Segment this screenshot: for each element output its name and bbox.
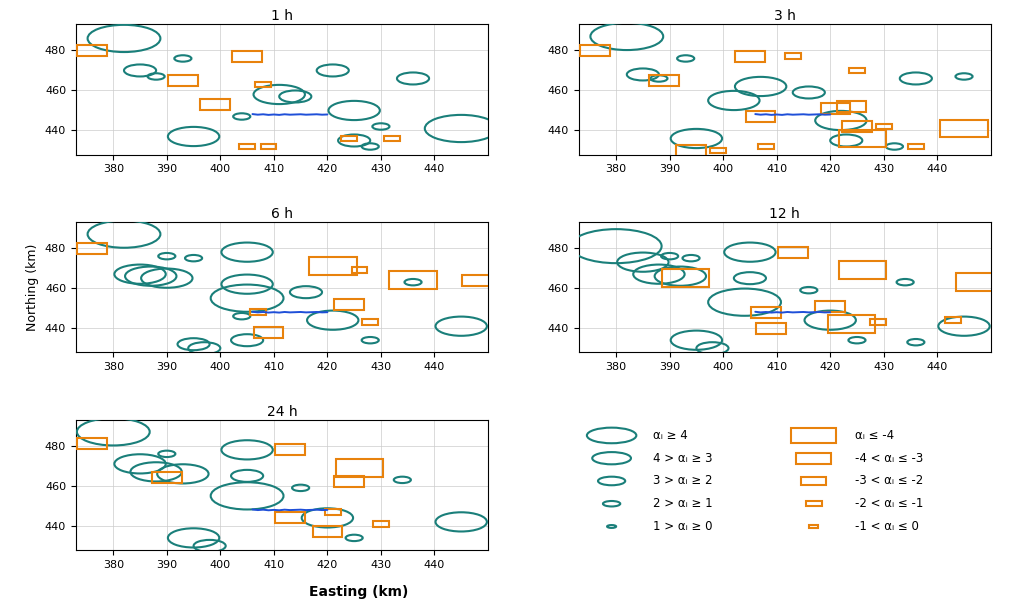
Bar xyxy=(77,438,107,450)
Bar xyxy=(821,103,850,114)
Bar xyxy=(662,269,710,287)
Text: -3 < αᵢ ≤ -2: -3 < αᵢ ≤ -2 xyxy=(854,475,923,488)
Bar xyxy=(838,262,886,279)
Title: 12 h: 12 h xyxy=(769,207,800,221)
Bar xyxy=(956,273,1004,291)
Bar xyxy=(746,111,775,122)
Bar xyxy=(791,428,836,442)
Bar xyxy=(908,144,924,150)
Bar xyxy=(275,444,304,455)
Bar xyxy=(870,319,887,325)
Bar xyxy=(250,309,266,315)
Text: αᵢ ≥ 4: αᵢ ≥ 4 xyxy=(653,429,687,442)
Bar xyxy=(785,54,801,59)
Title: 24 h: 24 h xyxy=(267,404,297,419)
Bar xyxy=(275,513,304,524)
Bar xyxy=(362,319,378,325)
Bar xyxy=(254,327,283,338)
Bar xyxy=(735,51,764,62)
Text: 4 > αᵢ ≥ 3: 4 > αᵢ ≥ 3 xyxy=(653,452,713,465)
Bar xyxy=(373,521,389,527)
Bar xyxy=(233,51,262,62)
Title: 6 h: 6 h xyxy=(271,207,293,221)
Text: 1 > αᵢ ≥ 0: 1 > αᵢ ≥ 0 xyxy=(653,520,713,533)
Bar xyxy=(334,299,364,310)
Bar xyxy=(325,509,341,515)
Bar xyxy=(842,121,871,132)
Text: αᵢ ≤ -4: αᵢ ≤ -4 xyxy=(854,429,894,442)
Text: 2 > αᵢ ≥ 1: 2 > αᵢ ≥ 1 xyxy=(653,497,713,510)
Bar xyxy=(806,501,822,507)
Bar xyxy=(312,526,343,538)
Bar xyxy=(336,459,383,477)
Bar xyxy=(756,323,787,334)
Bar xyxy=(384,136,399,142)
Bar xyxy=(240,144,255,150)
Bar xyxy=(168,75,198,86)
Bar xyxy=(796,453,831,464)
Bar xyxy=(838,130,886,147)
Bar xyxy=(940,120,988,137)
Bar xyxy=(261,144,276,150)
Bar xyxy=(152,472,182,483)
Bar xyxy=(200,99,229,110)
Bar xyxy=(815,301,845,312)
Text: -4 < αᵢ ≤ -3: -4 < αᵢ ≤ -3 xyxy=(854,452,923,465)
Title: 3 h: 3 h xyxy=(773,9,796,23)
Bar xyxy=(810,525,818,528)
Bar xyxy=(580,45,610,56)
Bar xyxy=(334,477,364,488)
Text: -1 < αᵢ ≤ 0: -1 < αᵢ ≤ 0 xyxy=(854,520,919,533)
Text: Easting (km): Easting (km) xyxy=(309,585,408,599)
Bar xyxy=(710,147,726,153)
Bar xyxy=(309,257,357,275)
Bar xyxy=(255,81,271,87)
Bar xyxy=(801,477,826,485)
Bar xyxy=(352,267,367,273)
Y-axis label: Northing (km): Northing (km) xyxy=(26,243,39,331)
Bar xyxy=(876,123,892,130)
Bar xyxy=(758,144,773,150)
Bar xyxy=(945,317,961,323)
Title: 1 h: 1 h xyxy=(271,9,293,23)
Bar xyxy=(77,45,107,56)
Bar xyxy=(649,75,679,86)
Bar xyxy=(462,274,492,286)
Bar xyxy=(751,307,780,318)
Bar xyxy=(77,243,107,254)
Bar xyxy=(389,271,437,289)
Bar xyxy=(828,315,876,333)
Bar xyxy=(837,101,866,112)
Bar xyxy=(676,145,706,156)
Text: -2 < αᵢ ≤ -1: -2 < αᵢ ≤ -1 xyxy=(854,497,923,510)
Bar xyxy=(777,247,808,258)
Bar xyxy=(341,136,357,142)
Bar xyxy=(849,67,864,73)
Text: 3 > αᵢ ≥ 2: 3 > αᵢ ≥ 2 xyxy=(653,475,713,488)
